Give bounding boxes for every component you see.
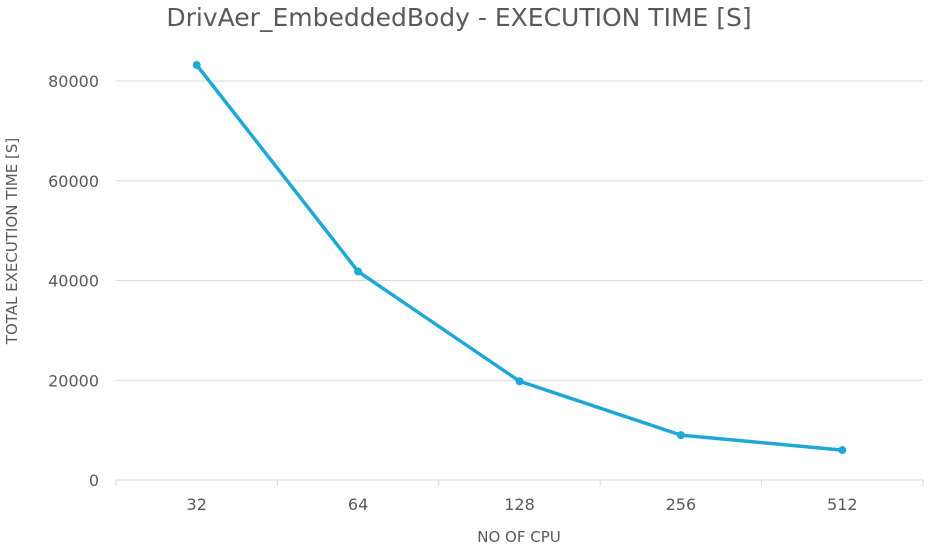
x-tick-label: 64 [348, 495, 368, 514]
y-tick-label: 40000 [48, 272, 99, 291]
y-axis-title: TOTAL EXECUTION TIME [S] [3, 138, 21, 345]
y-tick-label: 80000 [48, 72, 99, 91]
x-axis-ticks: 32 64 128 256 512 [187, 495, 858, 514]
x-axis-title: NO OF CPU [477, 528, 561, 546]
series-line [194, 63, 845, 452]
data-point [676, 431, 685, 440]
chart-title: DrivAer_EmbeddedBody - EXECUTION TIME [S… [166, 3, 751, 32]
y-tick-label: 60000 [48, 172, 99, 191]
y-tick-label: 0 [89, 471, 99, 490]
x-tick-label: 32 [187, 495, 207, 514]
data-point [515, 377, 524, 386]
data-point [192, 61, 201, 70]
gridlines [116, 80, 923, 381]
y-tick-label: 20000 [48, 371, 99, 390]
y-axis-ticks: 0 20000 40000 60000 80000 [48, 72, 99, 490]
x-tick-label: 256 [666, 495, 697, 514]
data-point [838, 446, 847, 455]
data-point [354, 267, 363, 276]
x-axis [115, 479, 924, 486]
series-layer [192, 61, 847, 455]
x-tick-label: 512 [827, 495, 858, 514]
x-tick-label: 128 [504, 495, 535, 514]
